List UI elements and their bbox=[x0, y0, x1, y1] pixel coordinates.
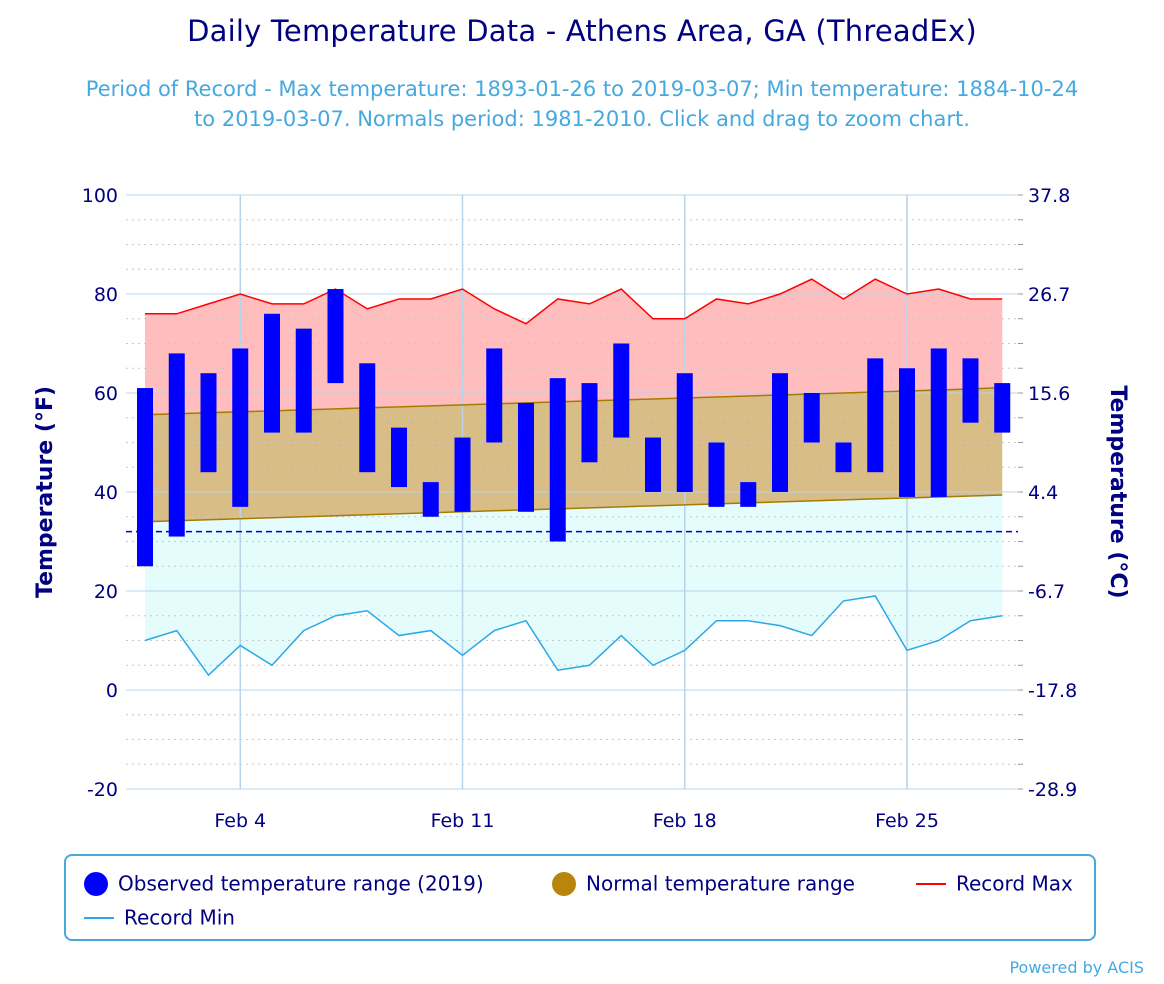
chart-subtitle: Period of Record - Max temperature: 1893… bbox=[85, 77, 1079, 131]
observed-bar bbox=[422, 482, 439, 517]
observed-bar bbox=[327, 289, 344, 384]
y-tick-label-right: -6.7 bbox=[1028, 581, 1065, 603]
observed-bar bbox=[168, 353, 185, 537]
observed-bar bbox=[676, 373, 693, 492]
observed-bar bbox=[772, 373, 788, 492]
x-tick-label: Feb 4 bbox=[214, 810, 266, 832]
observed-bar bbox=[391, 427, 407, 488]
legend-normal-label: Normal temperature range bbox=[586, 871, 855, 896]
observed-bar bbox=[803, 393, 820, 443]
chart-title: Daily Temperature Data - Athens Area, GA… bbox=[187, 14, 977, 48]
y-tick-label-left: 40 bbox=[94, 482, 118, 504]
y-tick-label-left: 100 bbox=[82, 185, 118, 207]
x-tick-label: Feb 11 bbox=[431, 810, 495, 832]
observed-bar bbox=[454, 437, 471, 512]
y-tick-label-left: 0 bbox=[106, 680, 118, 702]
legend-record-max-label: Record Max bbox=[956, 871, 1073, 896]
record-min-band bbox=[145, 494, 1003, 676]
observed-bar bbox=[708, 442, 725, 507]
observed-bar bbox=[867, 358, 884, 473]
observed-bar bbox=[232, 348, 249, 507]
observed-bar bbox=[581, 383, 598, 463]
observed-bar bbox=[645, 437, 661, 492]
observed-bar bbox=[613, 343, 630, 438]
chart-legend: Observed temperature range (2019) Normal… bbox=[64, 854, 1096, 941]
observed-bar bbox=[137, 388, 153, 567]
y-axis-title-right: Temperature (°C) bbox=[1105, 385, 1130, 598]
legend-record-max[interactable]: Record Max bbox=[916, 870, 1073, 896]
y-tick-label-left: 80 bbox=[94, 284, 118, 306]
observed-bar bbox=[295, 328, 312, 433]
observed-bar bbox=[518, 402, 534, 512]
y-tick-label-right: 15.6 bbox=[1028, 383, 1070, 405]
record-min-swatch-icon bbox=[84, 916, 114, 919]
observed-bar bbox=[549, 378, 566, 542]
y-tick-label-right: -28.9 bbox=[1028, 779, 1077, 801]
observed-bar bbox=[930, 348, 947, 497]
normal-low-line bbox=[144, 494, 1003, 523]
record-min-line bbox=[144, 595, 1003, 677]
legend-observed[interactable]: Observed temperature range (2019) bbox=[84, 870, 484, 896]
series-lines bbox=[126, 278, 1018, 677]
observed-bar bbox=[359, 363, 376, 473]
x-tick-label: Feb 25 bbox=[875, 810, 939, 832]
observed-bar bbox=[486, 348, 503, 443]
y-tick-label-left: 20 bbox=[94, 581, 118, 603]
legend-record-min[interactable]: Record Min bbox=[84, 904, 235, 930]
y-tick-label-right: -17.8 bbox=[1028, 680, 1077, 702]
observed-bar bbox=[264, 313, 280, 433]
y-tick-label-right: 37.8 bbox=[1028, 185, 1070, 207]
observed-bar bbox=[899, 368, 915, 497]
record-max-line bbox=[145, 278, 1003, 325]
axes: -20 0 20 40 60 80 100 -28.9 -17.8 -6.7 4.4 15.6 26.7… bbox=[33, 185, 1130, 832]
y-tick-label-left: 60 bbox=[94, 383, 118, 405]
normal-swatch-icon bbox=[552, 871, 576, 896]
y-tick-label-right: 26.7 bbox=[1028, 284, 1070, 306]
y-tick-label-right: 4.4 bbox=[1028, 482, 1058, 504]
legend-observed-label: Observed temperature range (2019) bbox=[118, 871, 484, 896]
observed-bar bbox=[200, 373, 217, 473]
observed-swatch-icon bbox=[84, 871, 108, 896]
observed-bar bbox=[994, 383, 1011, 433]
record-max-swatch-icon bbox=[916, 882, 946, 885]
credits-link[interactable]: Powered by ACIS bbox=[1009, 958, 1144, 977]
observed-bars bbox=[137, 289, 1011, 567]
y-axis-title-left: Temperature (°F) bbox=[33, 386, 58, 598]
legend-record-min-label: Record Min bbox=[124, 905, 235, 930]
y-tick-label-left: -20 bbox=[87, 779, 118, 801]
legend-normal[interactable]: Normal temperature range bbox=[552, 870, 855, 896]
observed-bar bbox=[962, 358, 979, 423]
observed-bar bbox=[740, 482, 757, 507]
observed-bar bbox=[835, 442, 852, 473]
normal-high-line bbox=[144, 386, 1003, 416]
x-tick-label: Feb 18 bbox=[653, 810, 717, 832]
